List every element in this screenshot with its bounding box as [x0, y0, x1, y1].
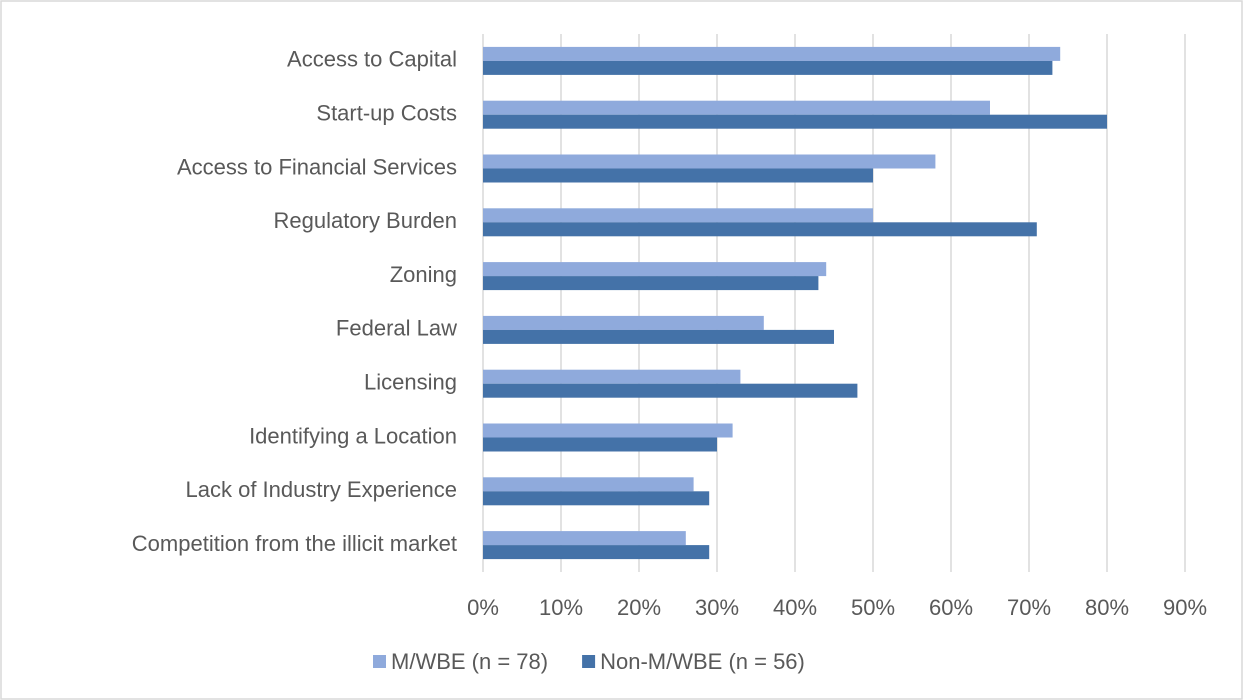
bar — [483, 168, 873, 183]
bar — [483, 383, 858, 398]
bar — [483, 114, 1107, 129]
x-tick-label: 20% — [617, 595, 661, 620]
legend-swatch — [373, 655, 386, 668]
bar — [483, 60, 1053, 75]
x-tick-label: 80% — [1085, 595, 1129, 620]
bar — [483, 437, 717, 452]
y-tick-label: Access to Financial Services — [177, 154, 457, 179]
y-tick-label: Federal Law — [336, 316, 457, 341]
bar — [483, 154, 936, 169]
y-tick-label: Competition from the illicit market — [132, 531, 457, 556]
x-tick-label: 30% — [695, 595, 739, 620]
bar — [483, 222, 1037, 237]
bar — [483, 208, 873, 223]
bar — [483, 262, 827, 277]
y-tick-label: Access to Capital — [287, 47, 457, 72]
legend-label: M/WBE (n = 78) — [391, 649, 548, 674]
x-tick-label: 60% — [929, 595, 973, 620]
bar — [483, 100, 990, 115]
bar — [483, 545, 710, 560]
bar — [483, 46, 1061, 61]
y-tick-label: Start-up Costs — [316, 101, 457, 126]
y-tick-label: Zoning — [390, 262, 457, 287]
bar — [483, 491, 710, 506]
y-tick-label: Licensing — [364, 370, 457, 395]
legend-swatch — [582, 655, 596, 668]
x-tick-label: 70% — [1007, 595, 1051, 620]
bar — [483, 315, 764, 330]
x-tick-label: 0% — [467, 595, 499, 620]
x-tick-label: 50% — [851, 595, 895, 620]
x-tick-label: 10% — [539, 595, 583, 620]
bar — [483, 531, 686, 546]
x-tick-label: 40% — [773, 595, 817, 620]
bar — [483, 276, 819, 291]
y-tick-label: Lack of Industry Experience — [186, 477, 457, 502]
bar — [483, 423, 733, 438]
x-tick-label: 90% — [1163, 595, 1207, 620]
bar — [483, 477, 694, 492]
bar — [483, 369, 741, 384]
y-tick-label: Identifying a Location — [249, 423, 457, 448]
y-tick-label: Regulatory Burden — [274, 208, 457, 233]
legend-label: Non-M/WBE (n = 56) — [600, 649, 805, 674]
bar — [483, 329, 834, 344]
